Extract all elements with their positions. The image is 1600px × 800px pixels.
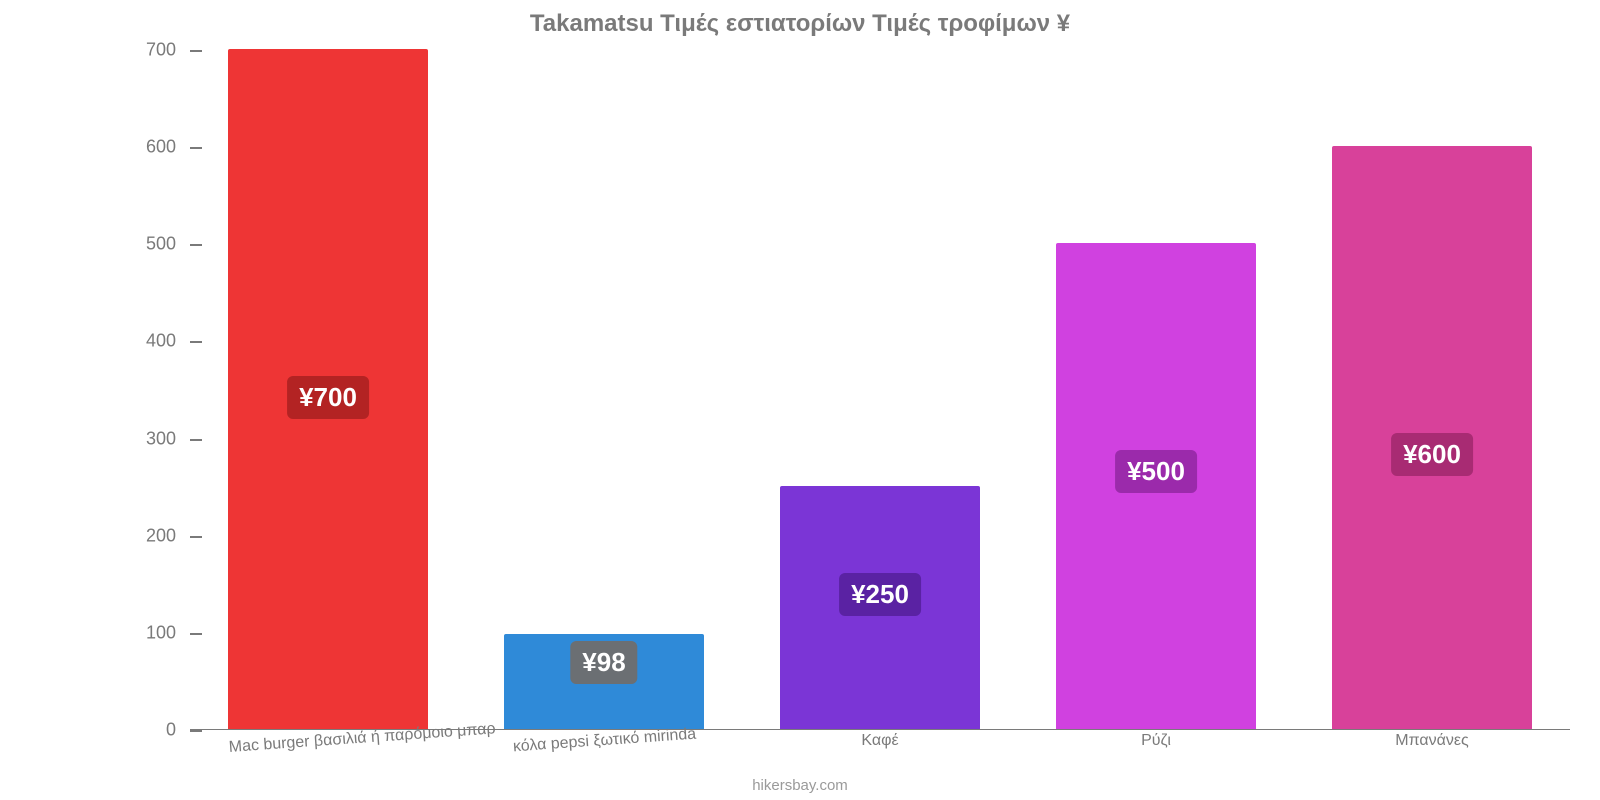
value-badge: ¥500 — [1115, 450, 1197, 493]
y-tick — [190, 50, 202, 52]
y-tick-label: 500 — [146, 234, 190, 255]
value-badge: ¥700 — [287, 376, 369, 419]
bar-column: ¥98 — [504, 50, 704, 729]
x-axis-labels: Mac burger βασιλιά ή παρόμοιο μπαρκόλα p… — [190, 732, 1570, 750]
y-tick-label: 300 — [146, 428, 190, 449]
bar-column: ¥500 — [1056, 50, 1256, 729]
y-tick — [190, 439, 202, 441]
x-axis-label: Καφέ — [780, 732, 980, 750]
x-axis-label: Ρύζι — [1056, 732, 1256, 750]
y-tick-label: 600 — [146, 137, 190, 158]
bars-group: ¥700 ¥98 ¥250 ¥500 ¥600 — [190, 50, 1570, 729]
y-tick-label: 700 — [146, 40, 190, 61]
y-tick-label: 0 — [166, 720, 190, 741]
chart-title: Takamatsu Τιμές εστιατορίων Τιμές τροφίμ… — [0, 10, 1600, 38]
y-tick-label: 100 — [146, 622, 190, 643]
bar-column: ¥600 — [1332, 50, 1532, 729]
x-axis-label: Μπανάνες — [1332, 732, 1532, 750]
value-badge: ¥98 — [570, 641, 637, 684]
y-tick — [190, 244, 202, 246]
bar-column: ¥700 — [228, 50, 428, 729]
value-badge: ¥600 — [1391, 433, 1473, 476]
y-tick — [190, 633, 202, 635]
value-badge: ¥250 — [839, 573, 921, 616]
attribution-text: hikersbay.com — [0, 777, 1600, 794]
y-tick — [190, 536, 202, 538]
chart-container: Takamatsu Τιμές εστιατορίων Τιμές τροφίμ… — [0, 0, 1600, 800]
plot-area: ¥700¥98¥250¥500¥600 01002003004005006007… — [190, 50, 1570, 730]
y-tick — [190, 147, 202, 149]
bar-column: ¥250 — [780, 50, 980, 729]
y-tick-label: 400 — [146, 331, 190, 352]
y-tick — [190, 341, 202, 343]
y-tick-label: 200 — [146, 525, 190, 546]
